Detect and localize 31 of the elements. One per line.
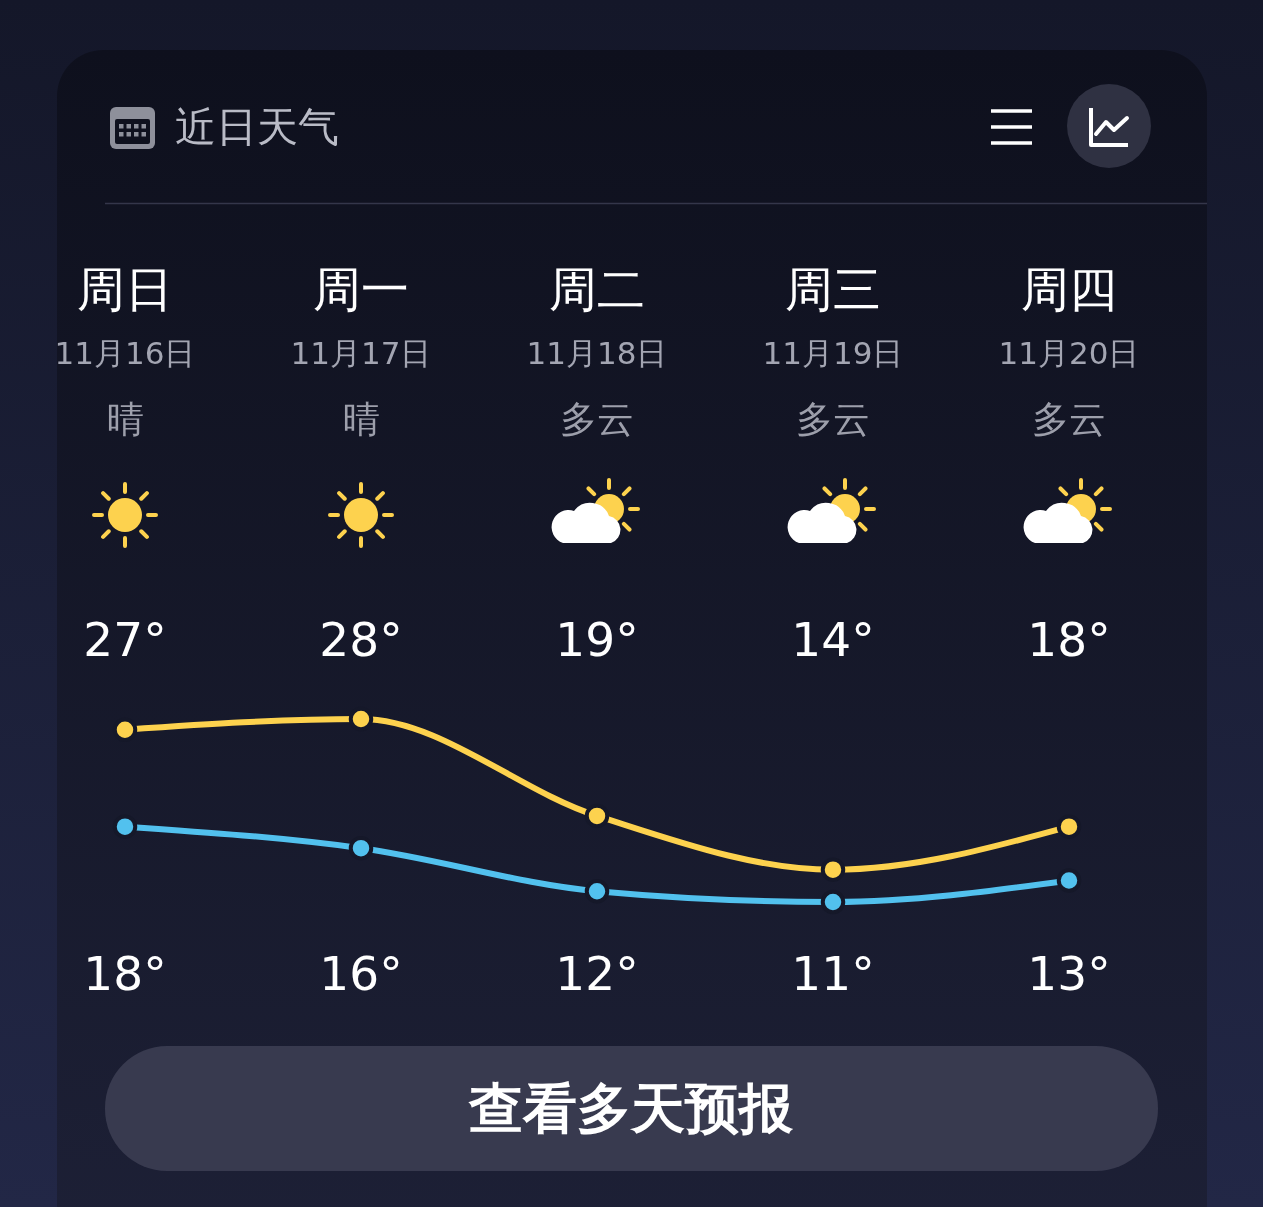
data-label: 18° [83,946,167,1001]
point [820,889,846,915]
point [820,857,846,882]
text: 多云 [560,398,634,441]
text: 多云 [796,398,870,441]
data-label: 11° [791,946,875,1001]
x-tick-label: 周四 [1021,261,1117,317]
text: 晴 [342,398,380,441]
data-label: 13° [1027,946,1111,1001]
data-label: 16° [319,946,403,1001]
x-tick-label: 周日 [77,261,173,317]
x-tick-label: 周一 [313,261,409,317]
text: 11月16日 [54,335,196,371]
text: 查看多天预报 [468,1077,794,1140]
data-label: 14° [791,612,875,667]
text: 11月20日 [998,335,1140,371]
data-label: 19° [555,612,639,667]
text: 11月19日 [762,335,904,371]
point [1056,868,1082,893]
point [584,879,610,904]
data-label: 12° [555,946,639,1001]
chart-title: 近日天气 [175,103,339,151]
x-tick-label: 周三 [785,261,881,317]
text: 11月17日 [290,335,432,371]
data-label: 18° [1027,612,1111,667]
text: 11月18日 [526,335,668,371]
text: 晴 [106,398,144,441]
data-label: 27° [83,612,167,667]
data-label: 28° [319,612,403,667]
x-tick-label: 周二 [549,261,645,317]
text: 多云 [1032,398,1106,441]
